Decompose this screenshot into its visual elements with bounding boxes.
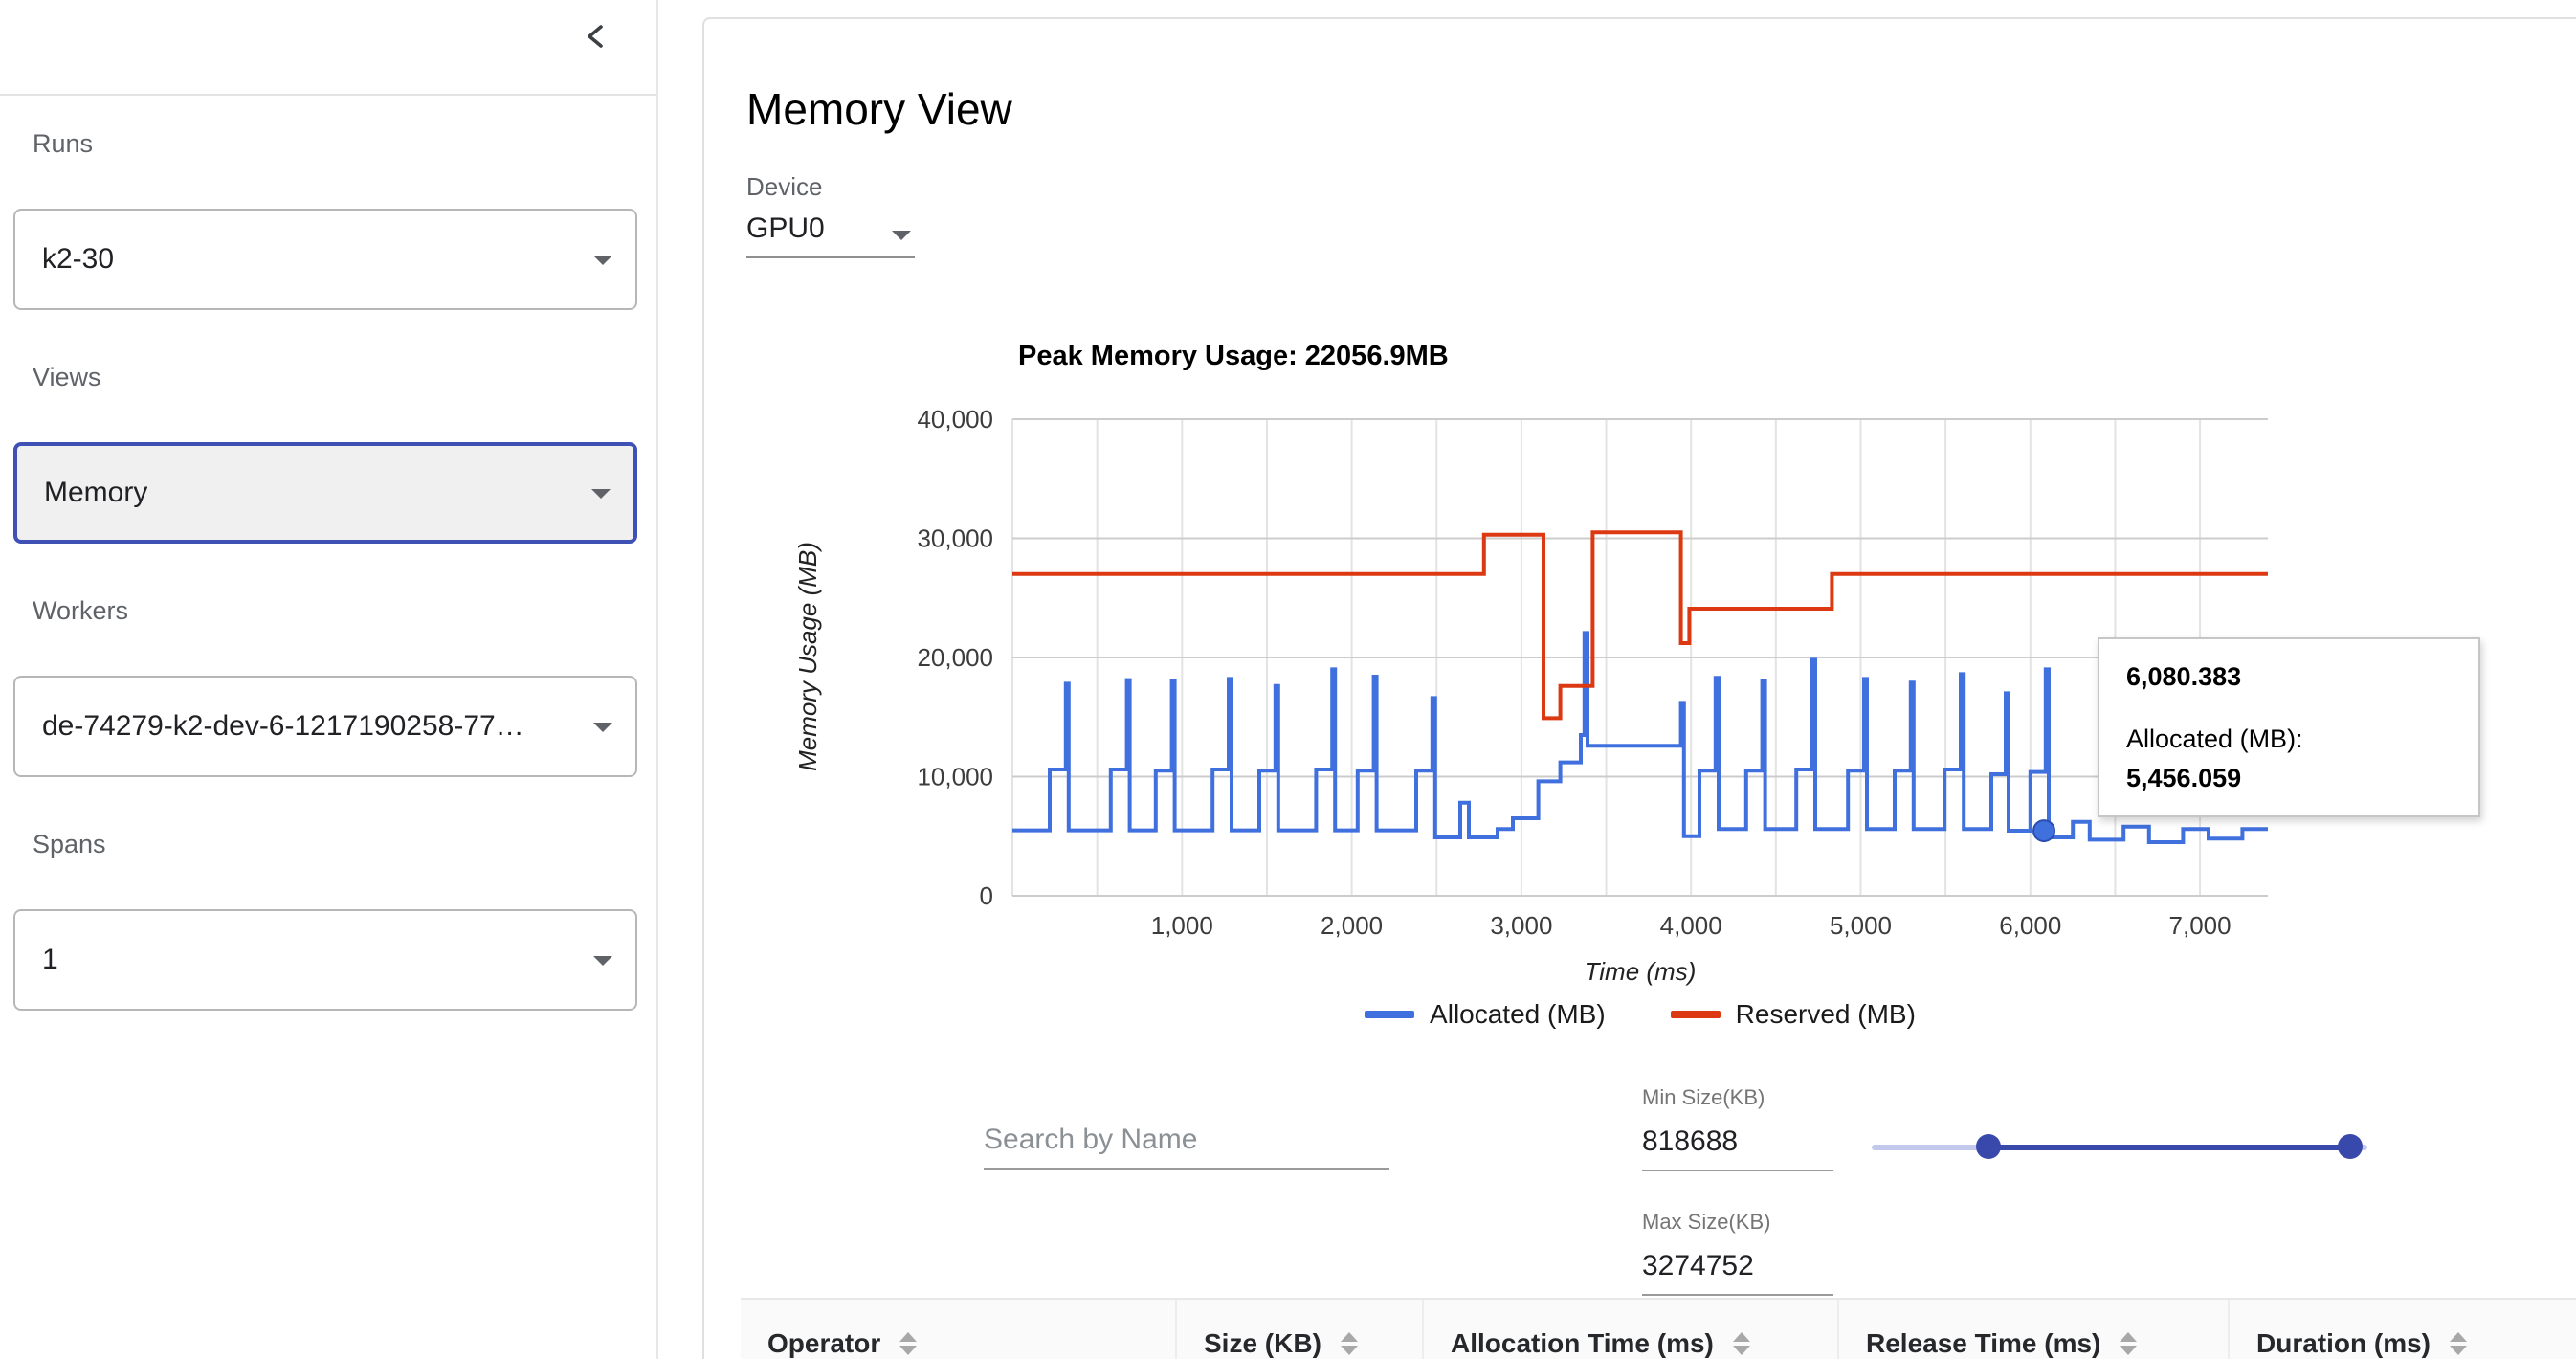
column-header-release-time[interactable]: Release Time (ms) xyxy=(1839,1300,2230,1359)
spans-label: Spans xyxy=(33,830,106,858)
chart-title: Peak Memory Usage: 22056.9MB xyxy=(1018,341,1449,371)
tooltip-series-label: Allocated (MB): xyxy=(2126,724,2303,753)
caret-down-icon xyxy=(593,723,612,732)
collapse-sidebar-button[interactable] xyxy=(576,15,618,57)
svg-text:6,000: 6,000 xyxy=(1999,911,2061,940)
column-label: Release Time (ms) xyxy=(1866,1328,2101,1358)
sort-icon[interactable] xyxy=(1340,1332,1358,1355)
column-label: Operator xyxy=(767,1328,881,1358)
tooltip-time-value: 6,080.383 xyxy=(2126,662,2242,691)
caret-down-icon xyxy=(591,489,611,499)
svg-text:40,000: 40,000 xyxy=(917,405,993,434)
caret-down-icon xyxy=(593,956,612,966)
column-label: Size (KB) xyxy=(1204,1328,1321,1358)
sidebar-body: Runs k2-30 Views Memory Workers de-74279… xyxy=(0,128,656,1011)
svg-text:3,000: 3,000 xyxy=(1490,911,1552,940)
views-label: Views xyxy=(33,363,101,391)
workers-label: Workers xyxy=(33,596,129,625)
memory-view-card: Memory View Device GPU0 Peak Memory Usag… xyxy=(702,17,2576,1359)
device-select[interactable]: GPU0 xyxy=(746,212,915,258)
legend-label-reserved: Reserved (MB) xyxy=(1735,999,1916,1029)
tooltip-allocated-value: 5,456.059 xyxy=(2126,764,2242,792)
workers-select[interactable]: de-74279-k2-dev-6-1217190258-77… xyxy=(13,676,637,777)
column-header-allocation-time[interactable]: Allocation Time (ms) xyxy=(1424,1300,1839,1359)
chart-legend: Allocated (MB) Reserved (MB) xyxy=(1012,999,2268,1030)
slider-thumb-min[interactable] xyxy=(1975,1134,2001,1159)
views-select[interactable]: Memory xyxy=(13,442,637,544)
max-size-label: Max Size(KB) xyxy=(1642,1210,1771,1234)
chart-tooltip: 6,080.383 Allocated (MB): 5,456.059 xyxy=(2098,637,2480,817)
caret-down-icon xyxy=(892,231,911,240)
operator-table: Operator Size (KB) Allocation Time (ms) … xyxy=(741,1298,2576,1359)
sort-icon[interactable] xyxy=(2120,1332,2138,1355)
svg-text:5,000: 5,000 xyxy=(1830,911,1892,940)
runs-label: Runs xyxy=(33,129,94,158)
slider-active-track xyxy=(1988,1145,2350,1150)
spans-select[interactable]: 1 xyxy=(13,909,637,1011)
svg-text:1,000: 1,000 xyxy=(1151,911,1213,940)
column-header-duration[interactable]: Duration (ms) xyxy=(2230,1300,2576,1359)
page-title: Memory View xyxy=(746,83,1012,134)
memory-usage-chart[interactable]: 0 10,000 20,000 30,000 40,000 1,000 2,000 3,000… xyxy=(877,402,2331,976)
memory-chart: Peak Memory Usage: 22056.9MB Memory Usag… xyxy=(704,325,2369,1091)
sort-icon[interactable] xyxy=(1732,1332,1750,1355)
reserved-line-swatch xyxy=(1670,1011,1721,1018)
x-axis-title: Time (ms) xyxy=(1584,957,1697,986)
spans-select-value: 1 xyxy=(42,944,58,975)
sidebar: Runs k2-30 Views Memory Workers de-74279… xyxy=(0,0,658,1359)
column-header-size[interactable]: Size (KB) xyxy=(1177,1300,1424,1359)
caret-down-icon xyxy=(593,256,612,265)
legend-item-reserved[interactable]: Reserved (MB) xyxy=(1670,999,1916,1030)
sidebar-header xyxy=(0,0,656,96)
runs-select[interactable]: k2-30 xyxy=(13,209,637,310)
sort-icon[interactable] xyxy=(899,1332,918,1355)
legend-label-allocated: Allocated (MB) xyxy=(1430,999,1606,1029)
workers-select-value: de-74279-k2-dev-6-1217190258-77… xyxy=(42,710,524,742)
legend-item-allocated[interactable]: Allocated (MB) xyxy=(1365,999,1606,1030)
column-header-operator[interactable]: Operator xyxy=(741,1300,1177,1359)
max-size-input[interactable] xyxy=(1642,1244,1833,1296)
svg-text:7,000: 7,000 xyxy=(2169,911,2232,940)
svg-text:10,000: 10,000 xyxy=(917,763,993,791)
svg-text:0: 0 xyxy=(980,881,993,910)
runs-select-value: k2-30 xyxy=(42,243,115,275)
search-by-name-input[interactable] xyxy=(984,1118,1389,1170)
device-label: Device xyxy=(746,172,823,201)
min-size-input[interactable] xyxy=(1642,1120,1833,1171)
svg-text:2,000: 2,000 xyxy=(1321,911,1383,940)
table-header-row: Operator Size (KB) Allocation Time (ms) … xyxy=(741,1298,2576,1359)
y-axis-title: Memory Usage (MB) xyxy=(793,542,822,771)
views-select-value: Memory xyxy=(44,477,148,508)
slider-thumb-max[interactable] xyxy=(2337,1134,2363,1159)
min-size-label: Min Size(KB) xyxy=(1642,1085,1765,1109)
svg-text:4,000: 4,000 xyxy=(1660,911,1722,940)
allocated-line-swatch xyxy=(1365,1011,1415,1018)
sort-icon[interactable] xyxy=(2450,1332,2467,1355)
svg-text:20,000: 20,000 xyxy=(917,643,993,672)
size-range-slider[interactable] xyxy=(1872,1125,2367,1168)
chevron-left-icon xyxy=(588,25,603,48)
column-label: Duration (ms) xyxy=(2256,1328,2431,1358)
svg-text:30,000: 30,000 xyxy=(917,524,993,553)
column-label: Allocation Time (ms) xyxy=(1451,1328,1714,1358)
device-select-value: GPU0 xyxy=(746,212,825,244)
